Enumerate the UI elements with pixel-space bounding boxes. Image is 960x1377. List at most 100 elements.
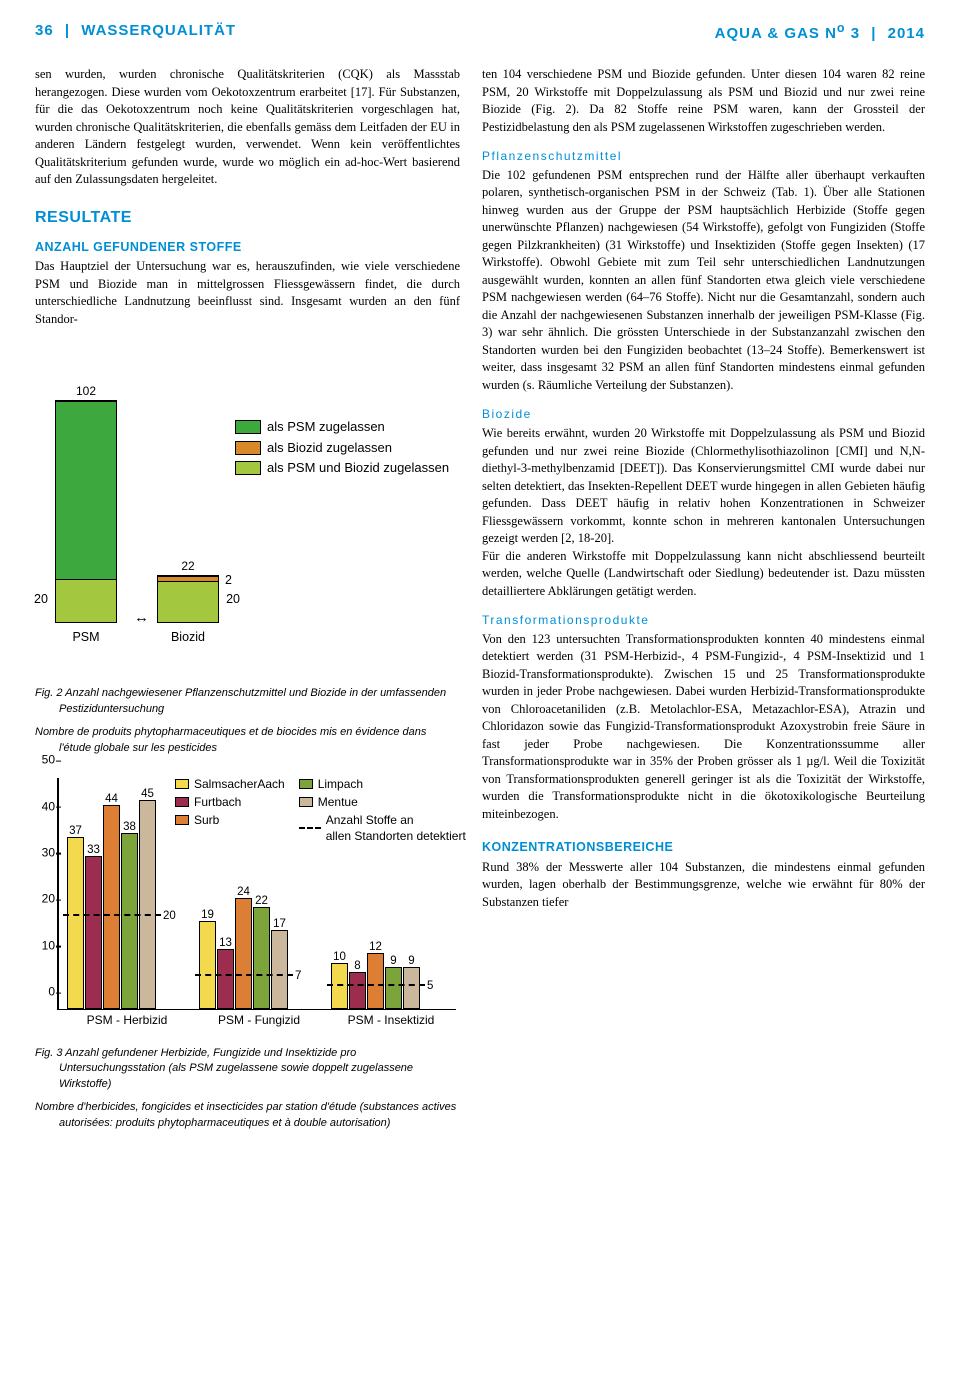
fig2-psm-label: PSM: [55, 629, 117, 647]
journal-year: 2014: [888, 25, 925, 42]
right-column: ten 104 verschiedene PSM und Biozide gef…: [482, 66, 925, 1131]
fig3-caption-de: Fig. 3 Anzahl gefundener Herbizide, Fung…: [59, 1046, 460, 1092]
journal-name: AQUA & GAS N: [715, 25, 837, 42]
fig3-bar: 9: [403, 967, 420, 1009]
legend-swatch: [175, 797, 189, 807]
legend-label: als PSM zugelassen: [267, 418, 385, 436]
fig3-bar: 24: [235, 898, 252, 1009]
legend-label: Anzahl Stoffe anallen Standorten detekti…: [326, 812, 466, 846]
figure-2: 10220 PSM 22202 Biozid ↔ als PSM zugelas…: [35, 358, 460, 678]
fig3-bar: 9: [385, 967, 402, 1009]
fig2-segment: [56, 401, 116, 579]
fig3-dash-label: 20: [163, 908, 176, 924]
fig3-dash-line: [327, 984, 425, 986]
header-left: 36 | WASSERQUALITÄT: [35, 20, 236, 44]
legend-swatch: [299, 779, 313, 789]
fig3-value-label: 9: [386, 953, 401, 969]
fig3-legend-item: SalmsacherAach: [175, 776, 285, 793]
fig3-group-label: PSM - Herbizid: [67, 1012, 187, 1029]
fig3-ytick: 30: [33, 845, 55, 862]
journal-issue: 3: [846, 25, 861, 42]
fig3-legend-item: Limpach: [299, 776, 466, 793]
fig3-value-label: 13: [218, 935, 233, 951]
fig3-value-label: 22: [254, 893, 269, 909]
header-right: AQUA & GAS No 3 | 2014: [715, 20, 925, 44]
fig3-dash-label: 5: [427, 978, 433, 994]
fig3-value-label: 37: [68, 823, 83, 839]
legend-swatch: [235, 420, 261, 434]
fig3-value-label: 10: [332, 949, 347, 965]
legend-label: Furtbach: [194, 794, 241, 811]
heading-konz: KONZENTRATIONSBEREICHE: [482, 839, 925, 857]
legend-label: Surb: [194, 812, 219, 829]
fig2-caption-fr: Nombre de produits phytopharmaceutiques …: [59, 725, 460, 756]
fig3-legend-item: Furtbach: [175, 794, 285, 811]
legend-label: als PSM und Biozid zugelassen: [267, 459, 449, 477]
left-column: sen wurden, wurden chronische Qualitätsk…: [35, 66, 460, 1131]
fig2-biozid-bar: 22202 Biozid: [157, 575, 219, 647]
fig3-legend-item: Mentue: [299, 794, 466, 811]
fig3-value-label: 44: [104, 791, 119, 807]
fig3-caption-fr: Nombre d'herbicides, fongicides et insec…: [59, 1100, 460, 1131]
dash-swatch: [299, 827, 321, 829]
fig3-bar: 12: [367, 953, 384, 1009]
heading-biozide: Biozide: [482, 406, 925, 423]
para-cont: sen wurden, wurden chronische Qualitätsk…: [35, 66, 460, 189]
legend-label: als Biozid zugelassen: [267, 439, 392, 457]
fig2-psm-bar: 10220 PSM: [55, 400, 117, 647]
legend-label: Mentue: [318, 794, 358, 811]
fig2-segment: [158, 581, 218, 622]
fig3-value-label: 9: [404, 953, 419, 969]
fig3-bar: 17: [271, 930, 288, 1009]
fig2-total-label: 102: [56, 383, 116, 400]
fig3-group: 1913242217PSM - Fungizid: [199, 898, 319, 1009]
fig3-dash-label: 7: [295, 968, 301, 984]
legend-swatch: [235, 461, 261, 475]
fig3-legend-item: Surb: [175, 812, 285, 829]
heading-resultate: RESULTATE: [35, 207, 460, 229]
fig3-value-label: 19: [200, 907, 215, 923]
legend-label: SalmsacherAach: [194, 776, 285, 793]
section-title: WASSERQUALITÄT: [81, 22, 236, 39]
fig3-ytick: 0: [33, 984, 55, 1001]
legend-swatch: [175, 815, 189, 825]
legend-swatch: [235, 441, 261, 455]
legend-label: Limpach: [318, 776, 363, 793]
fig3-value-label: 24: [236, 884, 251, 900]
fig3-value-label: 33: [86, 842, 101, 858]
fig2-segment: [56, 579, 116, 622]
para-biozide: Wie bereits erwähnt, wurden 20 Wirkstoff…: [482, 425, 925, 548]
fig3-value-label: 45: [140, 786, 155, 802]
para-konz: Rund 38% der Messwerte aller 104 Substan…: [482, 859, 925, 912]
heading-psm: Pflanzenschutzmittel: [482, 148, 925, 165]
para-right-1: ten 104 verschiedene PSM und Biozide gef…: [482, 66, 925, 136]
para-biozide-2: Für die anderen Wirkstoffe mit Doppelzul…: [482, 548, 925, 601]
fig3-bar: 13: [217, 949, 234, 1009]
legend-item: als PSM und Biozid zugelassen: [235, 459, 449, 477]
fig3-ytick: 40: [33, 798, 55, 815]
fig3-dash-line: [63, 914, 161, 916]
fig3-bar: 22: [253, 907, 270, 1009]
fig2-total-label: 22: [158, 558, 218, 575]
fig3-legend: SalmsacherAachFurtbachSurb LimpachMentueA…: [175, 776, 466, 846]
page-header: 36 | WASSERQUALITÄT AQUA & GAS No 3 | 20…: [35, 20, 925, 44]
fig2-caption-de: Fig. 2 Anzahl nachgewiesener Pflanzensch…: [59, 686, 460, 717]
fig3-value-label: 38: [122, 819, 137, 835]
legend-item: als PSM zugelassen: [235, 418, 449, 436]
fig3-bar: 38: [121, 833, 138, 1009]
fig3-value-label: 17: [272, 916, 287, 932]
fig3-bar: 37: [67, 837, 84, 1009]
journal-sup: o: [837, 21, 846, 35]
legend-swatch: [299, 797, 313, 807]
fig3-group-label: PSM - Insektizid: [331, 1012, 451, 1029]
double-arrow-icon: ↔: [134, 607, 149, 628]
fig3-group: 3733443845PSM - Herbizid: [67, 800, 187, 1009]
fig2-side-label: 20: [226, 591, 240, 609]
para-anzahl: Das Hauptziel der Untersuchung war es, h…: [35, 258, 460, 328]
fig2-biozid-label: Biozid: [157, 629, 219, 647]
fig3-legend-dash: Anzahl Stoffe anallen Standorten detekti…: [299, 812, 466, 846]
fig2-side-label: 20: [34, 591, 48, 609]
fig3-bar: 19: [199, 921, 216, 1009]
subheading-anzahl: ANZAHL GEFUNDENER STOFFE: [35, 239, 460, 257]
separator: |: [871, 25, 876, 42]
